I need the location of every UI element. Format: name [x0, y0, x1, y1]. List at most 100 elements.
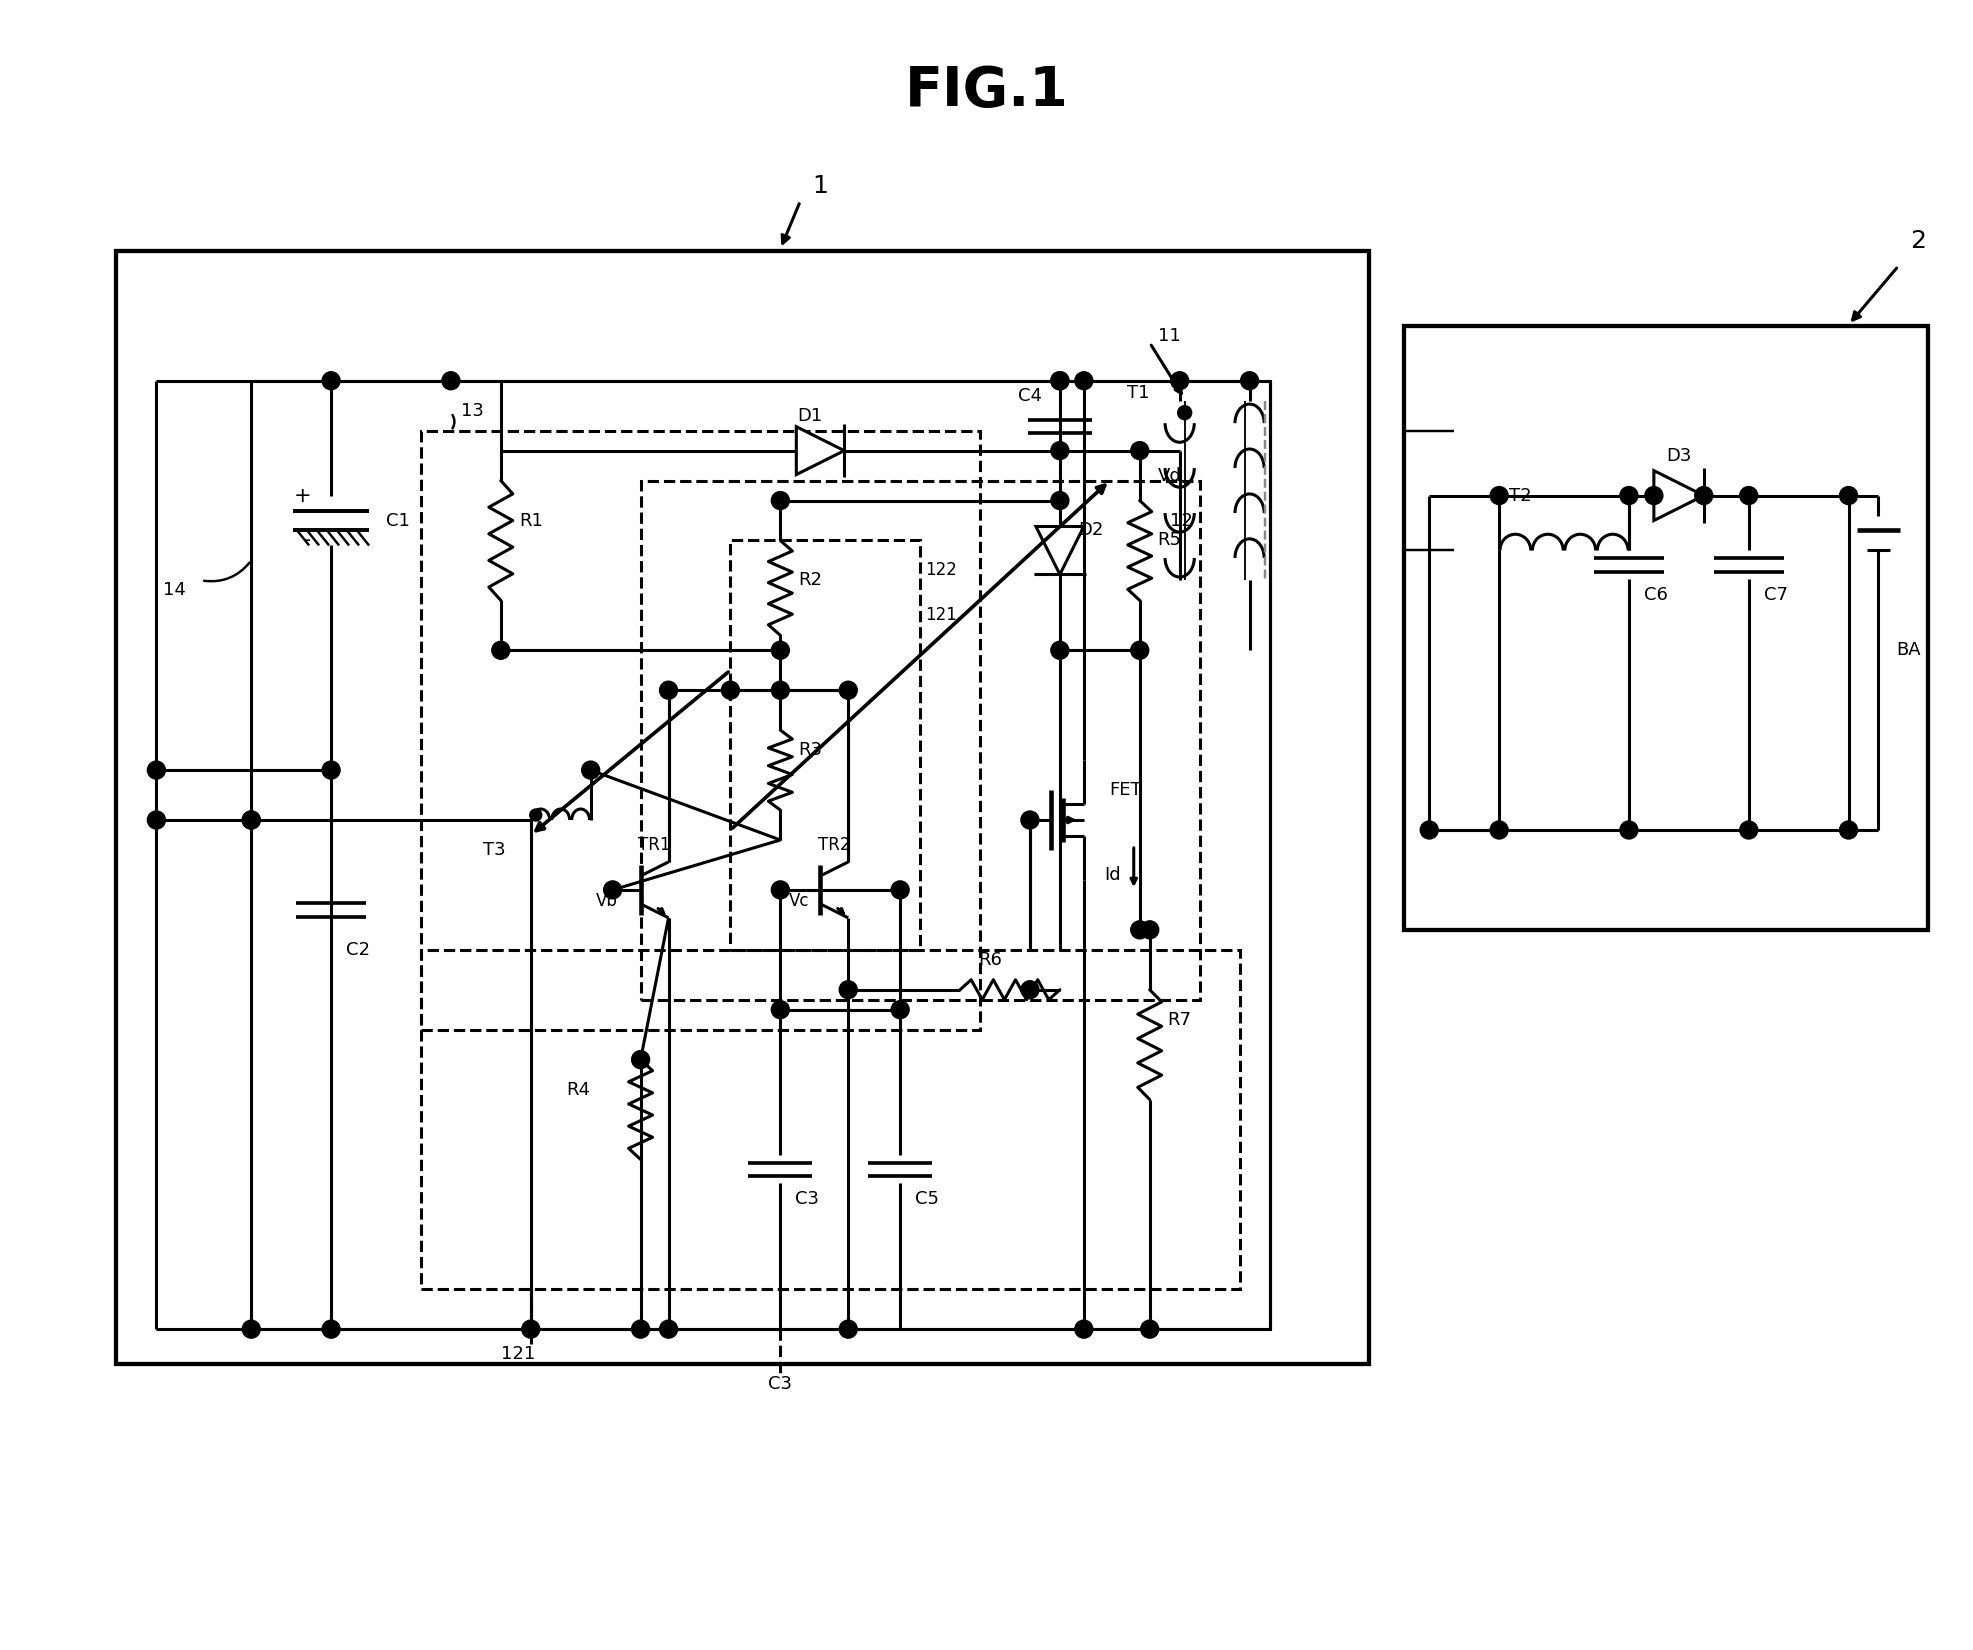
- Circle shape: [1178, 406, 1192, 419]
- Circle shape: [322, 1320, 339, 1338]
- Circle shape: [1620, 822, 1638, 838]
- Circle shape: [771, 681, 789, 700]
- Text: R4: R4: [566, 1081, 590, 1099]
- Circle shape: [1140, 1320, 1158, 1338]
- Text: 11: 11: [1158, 327, 1182, 345]
- Polygon shape: [1036, 526, 1083, 574]
- Circle shape: [1170, 371, 1188, 389]
- Circle shape: [722, 681, 740, 700]
- Text: Vc: Vc: [789, 893, 809, 911]
- Polygon shape: [797, 427, 844, 475]
- Text: 122: 122: [925, 561, 957, 579]
- Circle shape: [771, 492, 789, 510]
- Circle shape: [1020, 812, 1040, 828]
- Circle shape: [1140, 921, 1158, 939]
- Circle shape: [1740, 487, 1758, 505]
- Circle shape: [322, 371, 339, 389]
- Text: FET: FET: [1109, 780, 1142, 799]
- Text: R7: R7: [1168, 1011, 1192, 1028]
- Circle shape: [892, 881, 910, 899]
- Text: T2: T2: [1509, 487, 1531, 505]
- Circle shape: [1052, 371, 1069, 389]
- Text: R5: R5: [1158, 531, 1182, 549]
- Bar: [1405, 325, 1928, 931]
- Circle shape: [491, 642, 509, 660]
- Circle shape: [839, 980, 856, 998]
- Text: Id: Id: [1103, 866, 1121, 884]
- Text: D1: D1: [797, 406, 823, 424]
- Circle shape: [243, 812, 260, 828]
- Bar: [420, 431, 981, 1030]
- Circle shape: [1839, 822, 1857, 838]
- Circle shape: [148, 812, 166, 828]
- Polygon shape: [1653, 470, 1705, 520]
- Text: R1: R1: [519, 512, 543, 530]
- Text: -: -: [304, 531, 312, 551]
- Circle shape: [771, 1000, 789, 1018]
- Circle shape: [1131, 442, 1148, 460]
- Text: C3: C3: [767, 1374, 793, 1393]
- Circle shape: [1695, 487, 1713, 505]
- Circle shape: [604, 881, 621, 899]
- Text: C4: C4: [1018, 386, 1042, 404]
- Circle shape: [582, 761, 600, 779]
- Text: 121: 121: [501, 1345, 535, 1363]
- Text: C1: C1: [387, 512, 410, 530]
- Circle shape: [1490, 822, 1507, 838]
- Circle shape: [771, 881, 789, 899]
- Circle shape: [148, 761, 166, 779]
- Circle shape: [1839, 487, 1857, 505]
- Text: C6: C6: [1644, 586, 1667, 604]
- Text: 12: 12: [1170, 512, 1192, 530]
- Text: C2: C2: [345, 940, 371, 959]
- Circle shape: [1020, 980, 1040, 998]
- Circle shape: [1052, 442, 1069, 460]
- Circle shape: [1241, 371, 1259, 389]
- Bar: [420, 950, 1239, 1289]
- Circle shape: [659, 1320, 677, 1338]
- Circle shape: [1490, 487, 1507, 505]
- Circle shape: [1740, 822, 1758, 838]
- Text: D3: D3: [1665, 447, 1691, 465]
- Text: 14: 14: [164, 581, 185, 599]
- Circle shape: [1052, 642, 1069, 660]
- Circle shape: [1131, 921, 1148, 939]
- Circle shape: [442, 371, 460, 389]
- Circle shape: [1421, 822, 1438, 838]
- Circle shape: [839, 1320, 856, 1338]
- Circle shape: [839, 681, 856, 700]
- Circle shape: [1131, 642, 1148, 660]
- Circle shape: [322, 761, 339, 779]
- Text: R6: R6: [979, 950, 1002, 969]
- Bar: [251, 381, 1269, 1330]
- Bar: [116, 251, 1369, 1365]
- Text: TR1: TR1: [639, 837, 671, 855]
- Text: R2: R2: [799, 571, 823, 589]
- Text: TR2: TR2: [819, 837, 850, 855]
- Text: C7: C7: [1764, 586, 1788, 604]
- Text: BA: BA: [1896, 642, 1922, 660]
- Circle shape: [771, 642, 789, 660]
- Circle shape: [631, 1051, 649, 1069]
- Circle shape: [1052, 492, 1069, 510]
- Circle shape: [1620, 487, 1638, 505]
- Text: 121: 121: [925, 606, 957, 624]
- Circle shape: [243, 812, 260, 828]
- Text: T1: T1: [1127, 384, 1150, 401]
- Bar: [730, 541, 919, 950]
- Circle shape: [521, 1320, 541, 1338]
- Text: FIG.1: FIG.1: [904, 64, 1069, 119]
- Text: 2: 2: [1910, 229, 1926, 252]
- Bar: [641, 480, 1200, 1000]
- Text: 13: 13: [462, 401, 483, 419]
- Text: R3: R3: [799, 741, 823, 759]
- Circle shape: [659, 681, 677, 700]
- Circle shape: [631, 1320, 649, 1338]
- Text: C5: C5: [915, 1190, 939, 1208]
- Text: +: +: [294, 485, 312, 505]
- Circle shape: [243, 1320, 260, 1338]
- Circle shape: [531, 808, 543, 822]
- Circle shape: [892, 1000, 910, 1018]
- Text: D2: D2: [1077, 521, 1103, 540]
- Circle shape: [1645, 487, 1663, 505]
